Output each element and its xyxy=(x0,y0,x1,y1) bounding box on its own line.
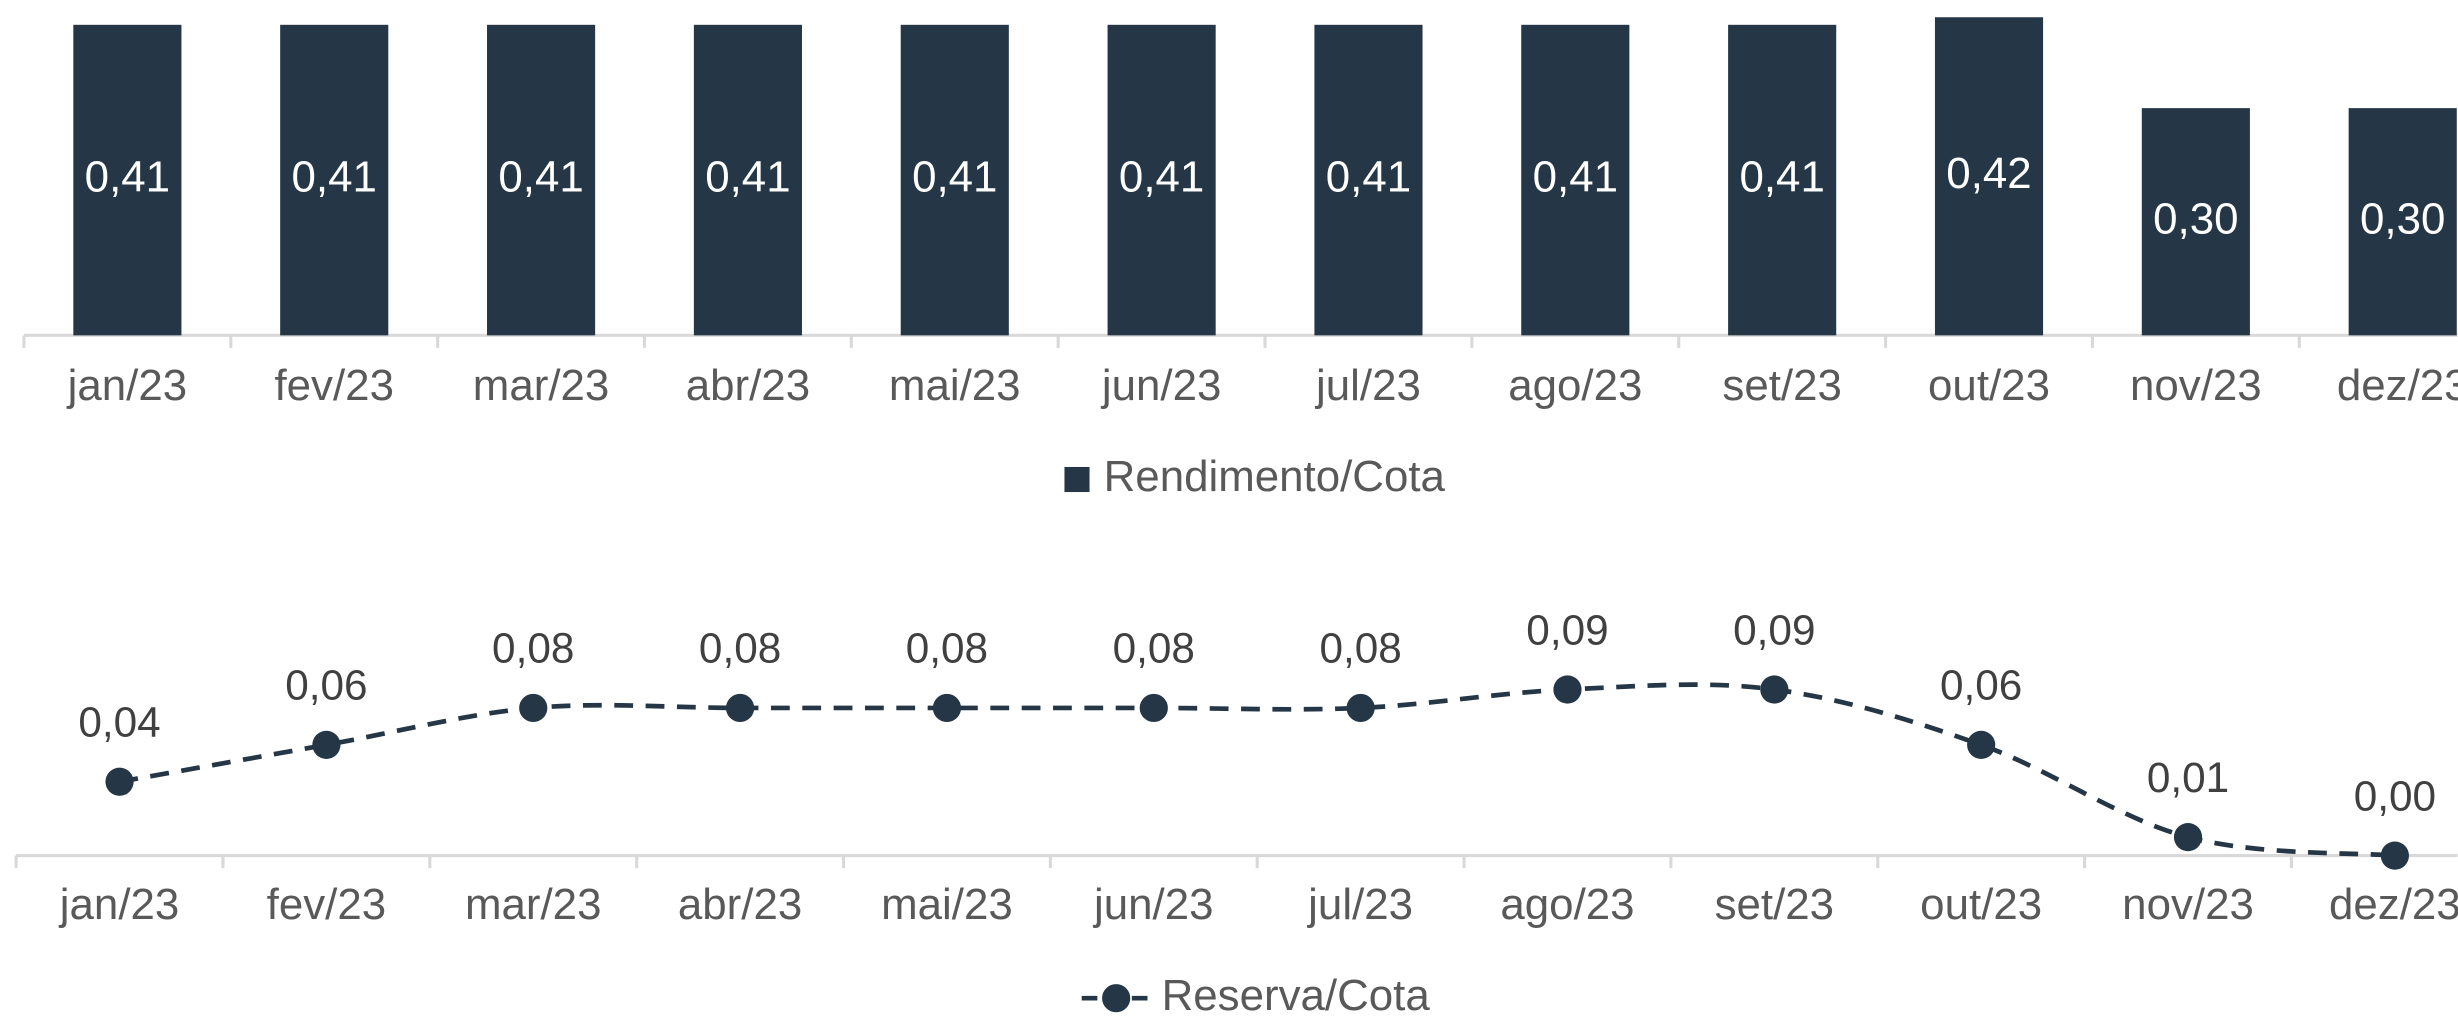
data-label: 0,09 xyxy=(1733,606,1815,653)
bar xyxy=(1314,24,1423,336)
bar xyxy=(693,24,802,336)
data-label: 0,08 xyxy=(492,625,574,672)
bar xyxy=(2141,108,2250,336)
point xyxy=(1139,693,1168,723)
x-tick-label: set/23 xyxy=(1715,880,1834,929)
x-tick-label: abr/23 xyxy=(678,880,802,929)
data-label: 0,41 xyxy=(85,153,170,202)
data-label: 0,41 xyxy=(705,153,790,202)
x-tick-label: jul/23 xyxy=(1314,361,1421,410)
data-label: 0,42 xyxy=(1946,149,2031,198)
data-label: 0,08 xyxy=(906,625,988,672)
data-label: 0,41 xyxy=(1119,153,1204,202)
point xyxy=(105,767,134,796)
x-tick-label: mar/23 xyxy=(465,880,602,929)
data-label: 0,08 xyxy=(1113,625,1195,672)
data-label: 0,00 xyxy=(2354,772,2436,819)
x-tick-label: fev/23 xyxy=(274,361,393,410)
x-tick-label: nov/23 xyxy=(2130,361,2262,410)
data-label: 0,06 xyxy=(1940,662,2022,709)
x-tick-label: jan/23 xyxy=(58,880,180,929)
x-tick-label: abr/23 xyxy=(686,361,810,410)
x-tick-label: out/23 xyxy=(1920,880,2042,929)
x-tick-label: nov/23 xyxy=(2122,880,2254,929)
bar xyxy=(1107,24,1216,336)
bar xyxy=(1521,24,1630,336)
data-label: 0,09 xyxy=(1526,606,1608,653)
data-label: 0,06 xyxy=(285,662,367,709)
point xyxy=(312,730,341,759)
point xyxy=(2380,841,2409,870)
data-label: 0,30 xyxy=(2360,194,2445,243)
point xyxy=(932,693,962,723)
legend-label: Rendimento/Cota xyxy=(1104,452,1446,501)
data-label: 0,41 xyxy=(1326,153,1411,202)
x-tick-label: dez/23 xyxy=(2337,361,2458,410)
point xyxy=(1967,730,1996,759)
bar xyxy=(1728,24,1837,336)
bar xyxy=(73,24,182,336)
x-tick-label: fev/23 xyxy=(267,880,386,929)
bar xyxy=(2348,108,2457,336)
legend-label: Reserva/Cota xyxy=(1162,971,1431,1017)
x-tick-label: ago/23 xyxy=(1508,361,1642,410)
data-label: 0,30 xyxy=(2153,194,2238,243)
data-label: 0,04 xyxy=(78,699,160,746)
data-label: 0,41 xyxy=(1739,153,1824,202)
x-tick-label: jan/23 xyxy=(66,361,188,410)
bar xyxy=(487,24,596,336)
bar xyxy=(900,24,1009,336)
point xyxy=(1553,675,1582,704)
point xyxy=(1346,693,1375,723)
data-label: 0,01 xyxy=(2147,754,2229,801)
x-tick-label: jun/23 xyxy=(1092,880,1214,929)
x-tick-label: set/23 xyxy=(1722,361,1841,410)
x-tick-label: out/23 xyxy=(1928,361,2050,410)
x-tick-label: jun/23 xyxy=(1100,361,1222,410)
x-tick-label: mar/23 xyxy=(473,361,610,410)
point xyxy=(2173,823,2203,852)
point xyxy=(519,693,548,723)
data-label: 0,41 xyxy=(292,153,377,202)
data-label: 0,41 xyxy=(1533,153,1618,202)
bar xyxy=(1934,17,2044,336)
line xyxy=(119,682,2396,858)
data-label: 0,08 xyxy=(1319,625,1401,672)
bar xyxy=(280,24,389,336)
x-tick-label: dez/23 xyxy=(2329,880,2458,929)
x-tick-label: jul/23 xyxy=(1306,880,1413,929)
x-tick-label: mai/23 xyxy=(881,880,1013,929)
data-label: 0,08 xyxy=(699,625,781,672)
point xyxy=(725,693,755,723)
legend-swatch xyxy=(1064,466,1090,493)
data-label: 0,41 xyxy=(912,153,997,202)
x-tick-label: ago/23 xyxy=(1500,880,1634,929)
legend-marker xyxy=(1102,984,1131,1013)
data-label: 0,41 xyxy=(498,153,583,202)
x-tick-label: mai/23 xyxy=(889,361,1021,410)
point xyxy=(1760,675,1789,704)
